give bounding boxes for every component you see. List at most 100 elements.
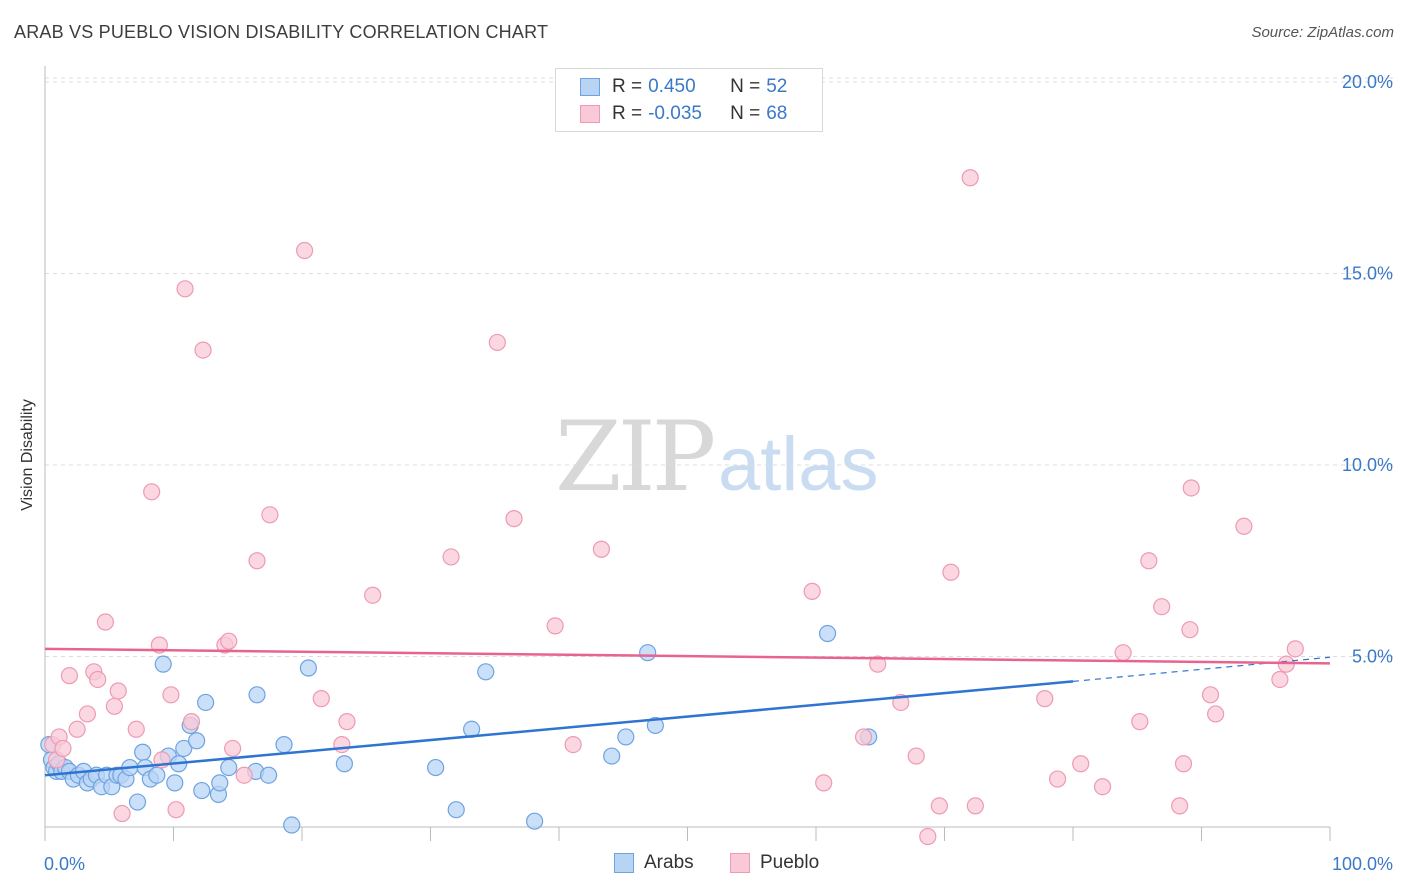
pueblo-point [1093, 778, 1112, 796]
pueblo-point [1072, 755, 1090, 773]
legend-r-label: R = [612, 103, 643, 124]
pueblo-point [182, 713, 201, 731]
pueblo-point [815, 774, 833, 792]
pueblo-point [803, 582, 821, 600]
pueblo-point [919, 827, 937, 846]
pueblo-point [333, 735, 351, 754]
pueblo-point [1036, 690, 1054, 708]
arabs-point [259, 766, 278, 784]
pueblo-point [364, 586, 382, 604]
x-tick-label-max: 100.0% [1332, 854, 1393, 874]
arabs-swatch [580, 78, 600, 96]
arabs-point [175, 739, 193, 758]
arabs-point [193, 781, 211, 800]
arabs-point [639, 644, 657, 662]
pueblo-point [248, 552, 266, 570]
pueblo-point [1140, 552, 1158, 570]
pueblo-point [224, 739, 242, 758]
arabs-point [220, 758, 238, 777]
pueblo-trend-line [44, 647, 1331, 665]
arabs-point [617, 728, 635, 746]
pueblo-point [143, 483, 161, 501]
pueblo-point [167, 801, 185, 819]
pueblo-point [592, 540, 611, 558]
y-tick-label: 5.0% [1352, 647, 1393, 667]
pueblo-point [312, 690, 330, 708]
pueblo-point [942, 563, 960, 581]
pueblo-point [1048, 770, 1067, 788]
pueblo-point [194, 341, 212, 359]
y-tick-label: 15.0% [1342, 264, 1393, 284]
pueblo-point [162, 686, 180, 704]
legend-r-label: R = [612, 76, 643, 97]
pueblo-point [1171, 797, 1189, 815]
legend-n-label: N = [730, 76, 761, 97]
pueblo-point [220, 632, 238, 650]
pueblo-point [261, 506, 279, 524]
arabs-point [477, 663, 495, 681]
pueblo-point [54, 739, 72, 758]
pueblo-point [546, 617, 564, 635]
arabs-point [154, 655, 172, 673]
pueblo-point [60, 667, 79, 685]
y-tick-label: 20.0% [1342, 72, 1393, 92]
chart-title: ARAB VS PUEBLO VISION DISABILITY CORRELA… [14, 22, 549, 42]
pueblo-point [78, 705, 97, 723]
pueblo-point [1182, 479, 1200, 497]
pueblo-point [930, 797, 948, 815]
pueblo-point [1181, 621, 1199, 639]
arabs-point [335, 755, 354, 773]
legend-item-arabs[interactable]: Arabs [614, 852, 694, 874]
pueblo-point [966, 797, 984, 815]
x-tick-label-min: 0.0% [44, 854, 85, 874]
pueblo-point [1201, 686, 1220, 704]
arabs-point [818, 624, 837, 643]
pueblo-point [1286, 640, 1304, 658]
arabs-swatch [614, 853, 634, 873]
pueblo-point [1153, 598, 1171, 616]
arabs-point [197, 693, 215, 712]
pueblo-point [295, 241, 314, 260]
pueblo-point [1114, 644, 1132, 662]
arabs-point [166, 774, 184, 792]
pueblo-point [488, 333, 506, 352]
pueblo-point [907, 747, 925, 765]
pueblo-point [338, 713, 356, 731]
pueblo-point [961, 169, 979, 187]
stats-legend: R = 0.450 N = 52 R = -0.035 N = 68 [555, 68, 823, 132]
pueblo-point [89, 670, 107, 689]
arabs-point [299, 659, 318, 677]
arabs-point [603, 747, 621, 765]
legend-r-value: 0.450 [648, 76, 696, 97]
pueblo-point [505, 510, 523, 528]
arabs-point [248, 686, 266, 704]
arabs-trend-line [44, 680, 1074, 777]
pueblo-point [442, 548, 460, 566]
series-legend: Arabs Pueblo [0, 852, 1406, 878]
y-tick-label: 10.0% [1342, 455, 1393, 475]
pueblo-point [869, 655, 887, 673]
pueblo-point [235, 766, 253, 784]
arabs-point [148, 766, 166, 784]
pueblo-point [1174, 755, 1193, 773]
pueblo-point [105, 697, 123, 715]
arabs-point [128, 793, 147, 811]
pueblo-point [564, 735, 582, 754]
arabs-point [646, 716, 664, 735]
pueblo-swatch [580, 105, 600, 123]
legend-label-pueblo: Pueblo [760, 852, 820, 873]
source-label: Source: ZipAtlas.com [1251, 24, 1394, 41]
legend-n-value: 52 [766, 76, 788, 97]
arabs-point [275, 735, 293, 754]
pueblo-point [1235, 517, 1253, 535]
arabs-point [211, 774, 229, 792]
pueblo-point [1131, 713, 1149, 731]
pueblo-point [68, 720, 86, 738]
legend-n-value: 68 [766, 103, 788, 124]
pueblo-point [176, 280, 194, 298]
y-axis-label: Vision Disability [19, 399, 36, 511]
pueblo-point [113, 804, 131, 823]
legend-item-pueblo[interactable]: Pueblo [730, 852, 819, 874]
pueblo-point [109, 682, 127, 700]
